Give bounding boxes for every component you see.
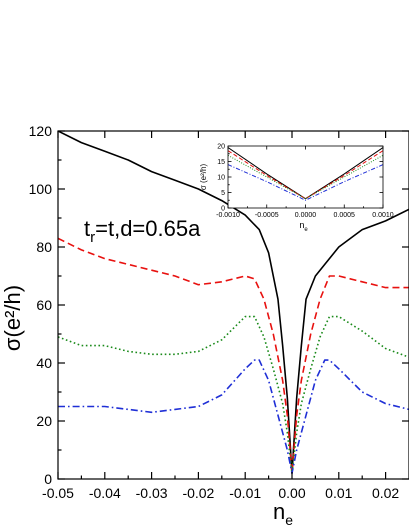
inset-plot-background	[228, 146, 383, 208]
inset-chart: -0.0010 -0.0005 0.0000 0.0005 0.0010 0 5 10 15 20…	[199, 144, 394, 234]
main-y-tick-label: 40	[36, 355, 52, 371]
main-y-tick-label: 20	[36, 413, 52, 429]
inset-x-tick-label: -0.0005	[255, 212, 279, 219]
main-x-tick-label: 0.00	[278, 485, 305, 501]
main-x-tick-label: 0.02	[372, 485, 399, 501]
main-x-tick-label: -0.05	[42, 485, 74, 501]
main-series-line-4	[58, 359, 409, 475]
main-x-tick-label: -0.03	[136, 485, 168, 501]
inset-series-line-4	[228, 164, 383, 201]
inset-y-tick-label: 20	[217, 144, 225, 151]
main-series-line-3	[58, 315, 409, 475]
inset-y-tick-label: 5	[221, 190, 225, 197]
annotation: tr=t,d=0.65a	[84, 216, 201, 246]
inset-y-tick-label: 10	[217, 175, 225, 182]
inset-y-tick-label: 0	[221, 206, 225, 213]
main-x-tick-label: -0.02	[182, 485, 214, 501]
inset-y-axis-label: σ (e²/h)	[199, 164, 208, 191]
main-x-tick-label: 0.01	[325, 485, 352, 501]
y-axis-label: σ(e²/h)	[0, 285, 25, 351]
inset-y-tick-label: 15	[217, 159, 225, 166]
annotation-t: t	[84, 216, 90, 241]
inset-x-tick-label: 0.0010	[372, 212, 394, 219]
inset-x-tick-label: 0.0000	[295, 212, 317, 219]
inset-x-tick-label: 0.0005	[334, 212, 356, 219]
main-x-tick-label: -0.01	[229, 485, 261, 501]
main-y-tick-label: 60	[36, 297, 52, 313]
annotation-subscript: r	[90, 229, 95, 246]
x-axis-label: ne	[273, 499, 293, 528]
main-y-tick-label: 0	[44, 471, 52, 487]
inset-series-line-3	[228, 154, 383, 200]
main-series-line-2	[58, 237, 409, 475]
inset-x-axis-label: ne	[299, 220, 308, 233]
annotation-rest: =t,d=0.65a	[95, 216, 201, 241]
main-series-line-1	[58, 131, 409, 475]
inset-x-tick-label: -0.0010	[216, 212, 240, 219]
main-y-tick-label: 100	[29, 181, 53, 197]
inset-x-axis-label-subscript: e	[304, 227, 308, 233]
main-y-tick-label: 120	[29, 123, 53, 139]
main-x-tick-label: -0.04	[89, 485, 121, 501]
x-axis-label-subscript: e	[285, 512, 293, 528]
main-y-tick-label: 80	[36, 239, 52, 255]
